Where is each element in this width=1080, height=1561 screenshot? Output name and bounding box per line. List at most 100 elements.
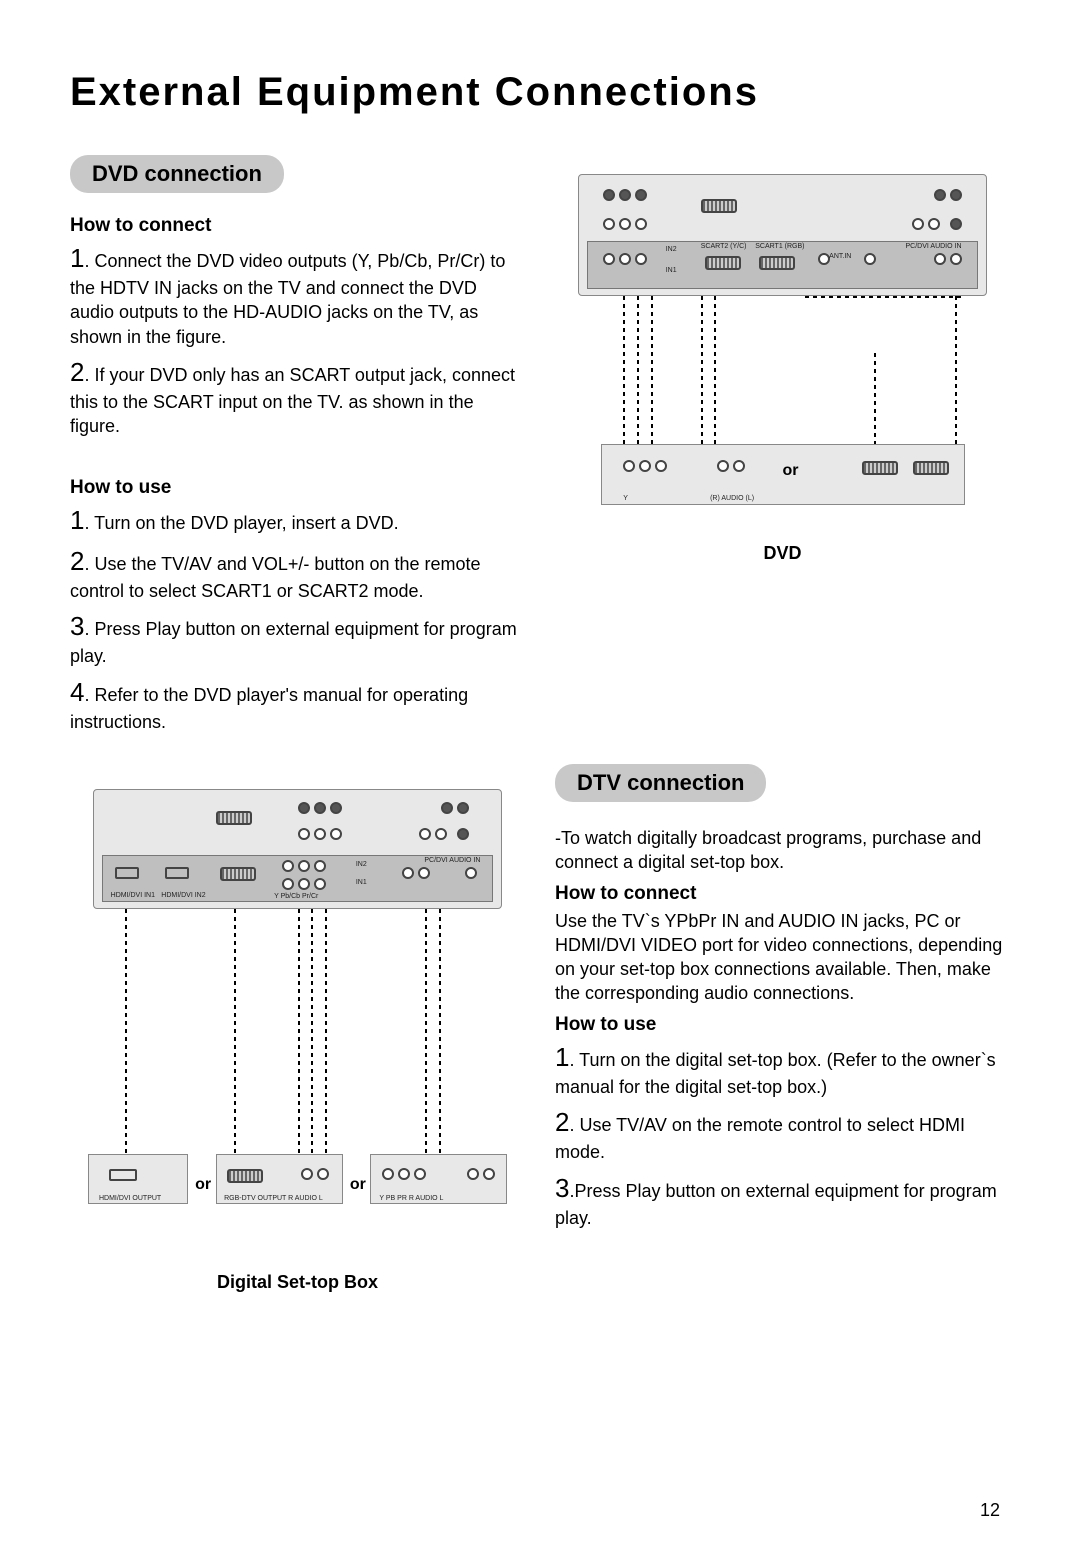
dvd-diagram-column: IN2 IN1 SCART2 (Y/C) SCART1 (RGB) ANT.IN… [555, 155, 1010, 734]
dvd-use-step-1: 1. Turn on the DVD player, insert a DVD. [70, 503, 525, 538]
tv-back-panel: IN2 IN1 SCART2 (Y/C) SCART1 (RGB) ANT.IN… [578, 174, 988, 296]
port-label: ANT.IN [829, 253, 851, 260]
page-title: External Equipment Connections [70, 70, 1010, 115]
port-label: HDMI/DVI OUTPUT [99, 1195, 161, 1202]
port-label: Y [623, 495, 628, 502]
dvd-text-column: DVD connection How to connect 1. Connect… [70, 155, 525, 734]
dvd-how-to-use-heading: How to use [70, 477, 525, 499]
dtv-text-column: DTV connection -To watch digitally broad… [555, 764, 1010, 1293]
or-label: or [350, 1176, 366, 1194]
port-label: IN2 [666, 246, 677, 253]
dvd-use-step-4: 4. Refer to the DVD player's manual for … [70, 675, 525, 734]
cable-line [805, 296, 964, 298]
cable-line [325, 909, 327, 1174]
step-text: . Use the TV/AV and VOL+/- button on the… [70, 554, 481, 601]
step-number: 2 [70, 546, 84, 576]
vga-port-icon [216, 811, 252, 825]
scart-port-icon [701, 199, 737, 213]
dvd-connect-step-2: 2. If your DVD only has an SCART output … [70, 355, 525, 439]
page-number: 12 [980, 1500, 1000, 1521]
dtv-section: HDMI/DVI IN1 HDMI/DVI IN2 IN2 IN1 Y Pb/C… [70, 764, 1010, 1293]
step-number: 1 [70, 243, 84, 273]
dtv-how-to-connect-heading: How to connect [555, 883, 1010, 905]
or-label: or [783, 462, 799, 480]
port-label: HDMI/DVI IN2 [161, 892, 205, 899]
port-label: HDMI/DVI IN1 [111, 892, 155, 899]
dtv-use-step-1: 1. Turn on the digital set-top box. (Ref… [555, 1040, 1010, 1099]
port-label: PC/DVI AUDIO IN [424, 857, 480, 864]
cable-line [714, 296, 716, 467]
cable-line [311, 909, 313, 1174]
dvd-use-step-2: 2. Use the TV/AV and VOL+/- button on th… [70, 544, 525, 603]
tv-lower-panel: IN2 IN1 SCART2 (Y/C) SCART1 (RGB) ANT.IN… [587, 241, 978, 289]
step-number: 2 [70, 357, 84, 387]
dvd-connection-diagram: IN2 IN1 SCART2 (Y/C) SCART1 (RGB) ANT.IN… [555, 155, 1010, 535]
dtv-how-to-use-heading: How to use [555, 1014, 1010, 1036]
jack-row [912, 218, 962, 230]
dvd-diagram-label: DVD [555, 543, 1010, 564]
dtv-use-step-2: 2. Use TV/AV on the remote control to se… [555, 1105, 1010, 1164]
cable-line [234, 909, 236, 1174]
dtv-use-step-3: 3.Press Play button on external equipmen… [555, 1171, 1010, 1230]
step-number: 3 [555, 1173, 569, 1203]
hdmi-port-icon [165, 867, 189, 879]
cable-line [125, 909, 127, 1174]
cable-line [637, 296, 639, 467]
cable-line [298, 909, 300, 1174]
dtv-connection-diagram: HDMI/DVI IN1 HDMI/DVI IN2 IN2 IN1 Y Pb/C… [70, 764, 525, 1264]
cable-line [651, 296, 653, 467]
port-label: IN2 [356, 861, 367, 868]
dtv-intro: -To watch digitally broadcast programs, … [555, 826, 1010, 875]
dtv-diagram-column: HDMI/DVI IN1 HDMI/DVI IN2 IN2 IN1 Y Pb/C… [70, 764, 525, 1293]
step-text: . Turn on the DVD player, insert a DVD. [84, 513, 398, 533]
jack-row [603, 218, 647, 230]
dvd-use-step-3: 3. Press Play button on external equipme… [70, 609, 525, 668]
cable-line [425, 909, 427, 1174]
port-label: Y Pb/Cb Pr/Cr [274, 893, 318, 900]
dvd-device-box: Y (R) AUDIO (L) or [601, 444, 965, 505]
step-number: 4 [70, 677, 84, 707]
hdmi-port-icon [109, 1169, 137, 1181]
dtv-connect-text: Use the TV`s YPbPr IN and AUDIO IN jacks… [555, 909, 1010, 1006]
port-label: PC/DVI AUDIO IN [906, 243, 962, 250]
step-text: . Connect the DVD video outputs (Y, Pb/C… [70, 251, 505, 347]
scart-port-icon [862, 461, 898, 475]
port-label: IN1 [356, 879, 367, 886]
cable-line [701, 296, 703, 467]
dtv-diagram-label: Digital Set-top Box [70, 1272, 525, 1293]
dvd-how-to-connect-heading: How to connect [70, 215, 525, 237]
tv-back-panel: HDMI/DVI IN1 HDMI/DVI IN2 IN2 IN1 Y Pb/C… [93, 789, 503, 909]
hdmi-port-icon [115, 867, 139, 879]
step-text: .Press Play button on external equipment… [555, 1181, 997, 1228]
dvd-connect-step-1: 1. Connect the DVD video outputs (Y, Pb/… [70, 241, 525, 349]
jack-row [603, 189, 647, 201]
step-text: . Press Play button on external equipmen… [70, 619, 517, 666]
port-label: (R) AUDIO (L) [710, 495, 754, 502]
settop-rgb-box: RGB-DTV OUTPUT R AUDIO L [216, 1154, 343, 1204]
settop-hdmi-box: HDMI/DVI OUTPUT [88, 1154, 188, 1204]
step-number: 1 [70, 505, 84, 535]
or-label: or [195, 1176, 211, 1194]
step-number: 1 [555, 1042, 569, 1072]
port-label: SCART1 (RGB) [755, 243, 804, 250]
dvd-section: DVD connection How to connect 1. Connect… [70, 155, 1010, 734]
step-text: . Turn on the digital set-top box. (Refe… [555, 1050, 996, 1097]
jack-row [934, 189, 962, 201]
port-label: RGB-DTV OUTPUT R AUDIO L [224, 1195, 323, 1202]
port-label: IN1 [666, 267, 677, 274]
step-text: . If your DVD only has an SCART output j… [70, 365, 515, 436]
step-text: . Refer to the DVD player's manual for o… [70, 685, 468, 732]
port-label: Y PB PR R AUDIO L [379, 1195, 443, 1202]
cable-line [439, 909, 441, 1174]
dvd-badge: DVD connection [70, 155, 284, 193]
settop-ypbpr-box: Y PB PR R AUDIO L [370, 1154, 507, 1204]
step-number: 3 [70, 611, 84, 641]
step-number: 2 [555, 1107, 569, 1137]
tv-lower-panel: HDMI/DVI IN1 HDMI/DVI IN2 IN2 IN1 Y Pb/C… [102, 855, 493, 902]
scart-port-icon [913, 461, 949, 475]
cable-line [623, 296, 625, 467]
port-label: SCART2 (Y/C) [701, 243, 747, 250]
step-text: . Use TV/AV on the remote control to sel… [555, 1115, 965, 1162]
cable-line [955, 296, 957, 467]
dtv-badge: DTV connection [555, 764, 766, 802]
